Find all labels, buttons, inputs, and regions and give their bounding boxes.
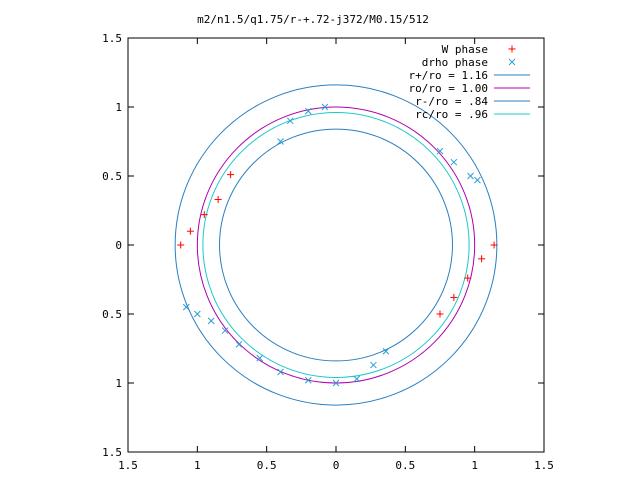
chart-title: m2/n1.5/q1.75/r-+.72-j372/M0.15/512 [197, 13, 429, 26]
w-phase-point [214, 195, 222, 203]
drho-phase-point [467, 172, 474, 180]
y-tick-label: 1 [115, 101, 122, 114]
circle-5 [202, 112, 470, 378]
drho-phase-point [193, 310, 201, 318]
legend-swatch [508, 45, 516, 53]
w-phase-point [227, 171, 235, 179]
x-tick-label: 1 [194, 459, 201, 472]
x-tick-label: 1 [471, 459, 478, 472]
x-tick-label: 0 [333, 459, 340, 472]
w-phase-point [464, 274, 472, 282]
drho-phase-point [382, 347, 390, 355]
w-phase-point [450, 293, 458, 301]
drho-phase-point [332, 379, 340, 387]
circle-2 [174, 84, 498, 406]
drho-phase-point [182, 303, 190, 311]
drho-phase-point [256, 354, 264, 362]
drho-phase-point [221, 327, 229, 334]
drho-phase-point [321, 103, 329, 111]
drho-phase-point [235, 341, 243, 348]
y-tick-label: 0.5 [102, 170, 122, 183]
drho-phase-point [277, 368, 284, 376]
w-phase-point [186, 227, 194, 235]
axis-ticks: 1.5 1 0.5 0 0.5 1 1.51.510.500.511.5 [102, 32, 554, 472]
circle-3 [196, 106, 476, 384]
y-tick-label: 1 [115, 377, 122, 390]
y-tick-label: 1.5 [102, 32, 122, 45]
x-tick-label: 1.5 [118, 459, 138, 472]
data-points [177, 103, 498, 387]
y-tick-label: 0 [115, 239, 122, 252]
w-phase-point [490, 241, 498, 249]
drho-phase-point [450, 158, 458, 166]
w-phase-point [177, 241, 185, 249]
drho-phase-point [370, 361, 377, 369]
drho-phase-point [286, 117, 294, 125]
y-tick-label: 1.5 [102, 446, 122, 459]
x-tick-label: 1.5 [534, 459, 554, 472]
legend-label: r-/ro = .84 [415, 95, 488, 108]
drho-phase-point [474, 176, 481, 184]
legend-swatch [508, 58, 516, 66]
drho-phase-point [277, 138, 284, 145]
circle-4 [219, 128, 453, 362]
drho-phase-point [436, 147, 444, 155]
x-tick-label: 0.5 [257, 459, 277, 472]
legend-label: drho phase [422, 56, 488, 69]
w-phase-point [478, 255, 486, 263]
drho-phase-point [207, 317, 215, 325]
legend-label: rc/ro = .96 [415, 108, 488, 121]
reference-circles [174, 84, 498, 406]
legend-label: r+/ro = 1.16 [409, 69, 488, 82]
w-phase-point [436, 310, 444, 318]
drho-phase-point [353, 375, 361, 383]
x-tick-label: 0.5 [395, 459, 415, 472]
drho-phase-point [304, 376, 312, 384]
legend-label: W phase [442, 43, 488, 56]
legend-label: ro/ro = 1.00 [409, 82, 488, 95]
y-tick-label: 0.5 [102, 308, 122, 321]
drho-phase-point [304, 107, 312, 115]
w-phase-point [200, 211, 208, 219]
